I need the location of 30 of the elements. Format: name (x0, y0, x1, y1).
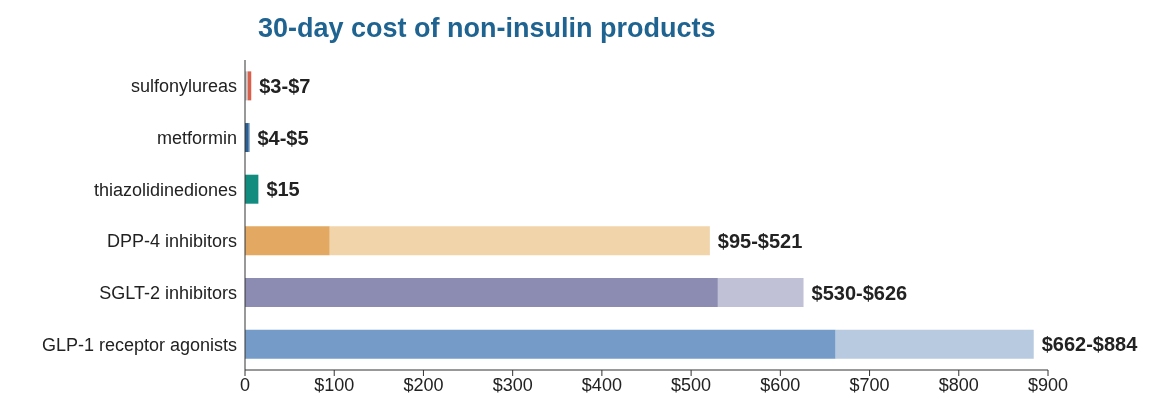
bar (717, 278, 804, 308)
bar (835, 329, 1034, 359)
x-tick-label: $600 (760, 374, 801, 395)
x-tick-label: $100 (314, 374, 355, 395)
x-tick-label: $400 (581, 374, 622, 395)
x-tick-label: $200 (403, 374, 444, 395)
data-label: $662-$884 (1041, 333, 1139, 356)
x-tick-label: $300 (492, 374, 533, 395)
chart-title: 30-day cost of non-insulin products (257, 12, 717, 45)
data-label: $95-$521 (717, 229, 803, 252)
y-tick-label: sulfonylureas (130, 76, 237, 97)
y-tick-label: GLP-1 receptor agonists (41, 334, 237, 355)
bar (329, 226, 710, 256)
x-tick-label: 0 (239, 374, 251, 395)
y-tick-label: DPP-4 inhibitors (106, 231, 237, 252)
x-tick-label: $800 (938, 374, 979, 395)
x-tick-label: $700 (849, 374, 890, 395)
bar (245, 278, 718, 308)
bar (245, 226, 330, 256)
data-label: $3-$7 (259, 74, 311, 97)
x-tick-label: $500 (671, 374, 712, 395)
y-tick-label: metformin (156, 127, 237, 148)
data-label: $15 (266, 178, 300, 201)
bar (245, 174, 259, 204)
x-tick-label: $900 (1027, 374, 1069, 395)
y-tick-label: thiazolidinediones (93, 179, 237, 200)
bar (245, 329, 836, 359)
data-label: $4-$5 (257, 126, 309, 149)
y-tick-label: SGLT-2 inhibitors (99, 282, 237, 303)
data-label: $530-$626 (811, 281, 908, 304)
